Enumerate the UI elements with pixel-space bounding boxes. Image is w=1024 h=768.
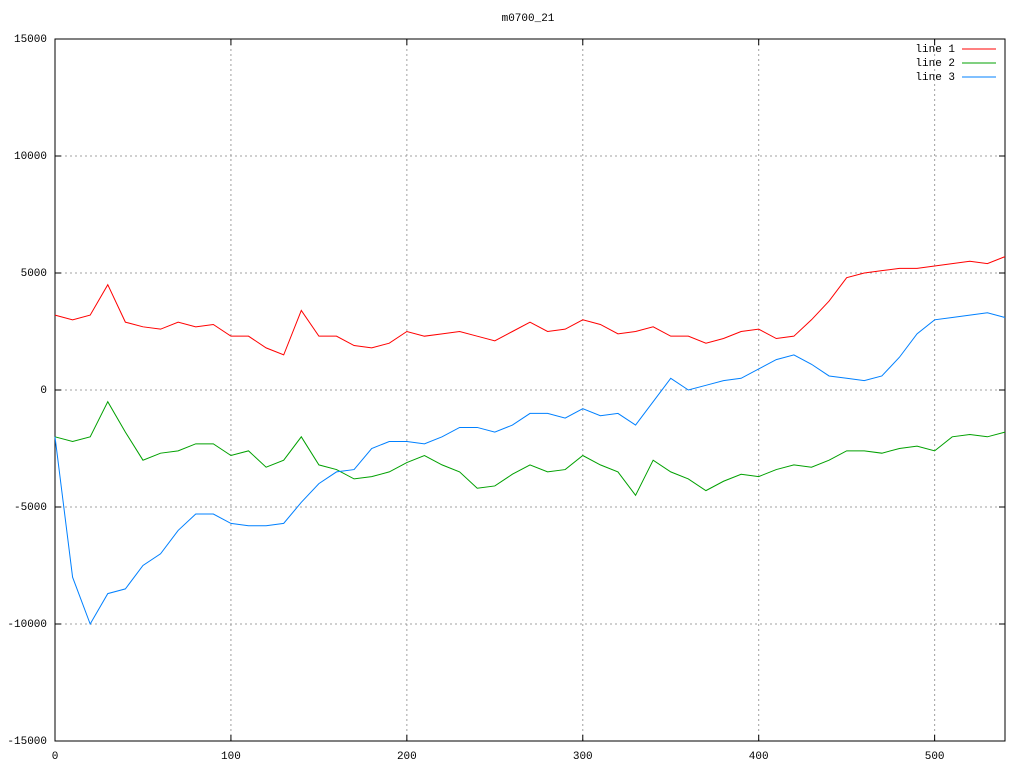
x-tick-label: 500 bbox=[925, 751, 945, 763]
line-series bbox=[54, 312, 1006, 626]
x-tick-label: 300 bbox=[573, 751, 593, 763]
x-tick-label: 400 bbox=[749, 751, 769, 763]
chart-title: m0700_21 bbox=[502, 13, 555, 25]
plot-border bbox=[54, 38, 1006, 742]
y-tick-label: -15000 bbox=[7, 736, 47, 748]
y-tick-label: 10000 bbox=[14, 151, 47, 163]
line-series bbox=[54, 400, 1006, 497]
x-tick-label: 100 bbox=[221, 751, 241, 763]
legend-label: line 2 bbox=[915, 58, 955, 70]
y-tick-label: 0 bbox=[40, 385, 47, 397]
y-tick-label: 15000 bbox=[14, 34, 47, 46]
legend-label: line 3 bbox=[915, 72, 955, 84]
y-tick-label: 5000 bbox=[21, 268, 47, 280]
legend-label: line 1 bbox=[915, 44, 955, 56]
x-tick-label: 0 bbox=[52, 751, 59, 763]
y-tick-label: -5000 bbox=[14, 502, 47, 514]
y-tick-label: -10000 bbox=[7, 619, 47, 631]
x-tick-label: 200 bbox=[397, 751, 417, 763]
line-series bbox=[54, 256, 1006, 356]
